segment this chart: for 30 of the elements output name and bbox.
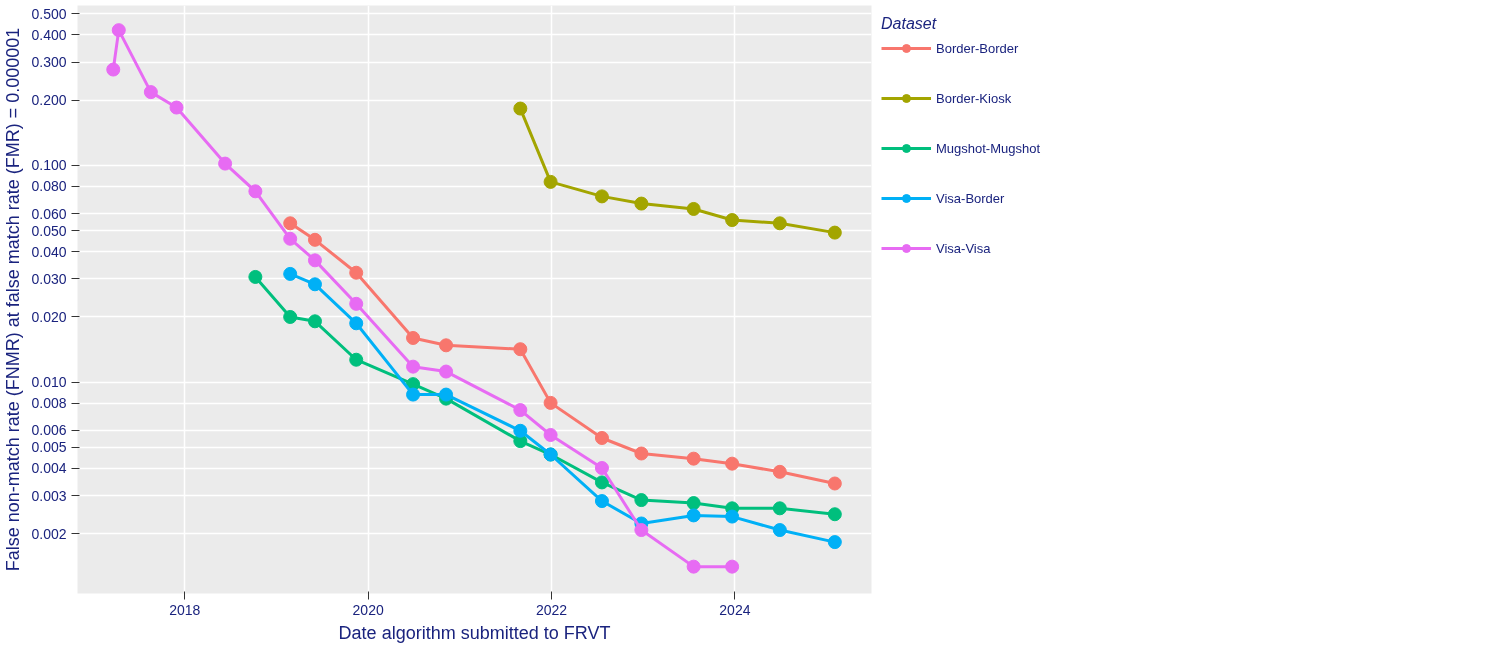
- y-tick-label: 0.050: [31, 222, 67, 239]
- y-tick-label: 0.040: [31, 243, 67, 260]
- y-tick-label: 0.500: [31, 5, 67, 22]
- y-tick-label: 0.100: [31, 157, 67, 174]
- x-tick-label: 2024: [719, 601, 751, 618]
- y-tick-label: 0.008: [31, 395, 67, 412]
- y-tick-label: 0.004: [31, 460, 67, 477]
- y-tick-label: 0.010: [31, 374, 67, 391]
- legend-label: Border-Kiosk: [936, 90, 1012, 106]
- y-tick-label: 0.002: [31, 525, 67, 542]
- y-tick-label: 0.300: [31, 54, 67, 71]
- x-tick-label: 2020: [352, 601, 384, 618]
- legend-label: Visa-Border: [936, 190, 1005, 206]
- y-tick-label: 0.400: [31, 26, 67, 43]
- y-axis-title: False non-match rate (FNMR) at false match rate (FMR) = 0.000001: [3, 27, 24, 572]
- y-tick-label: 0.006: [31, 422, 67, 439]
- legend-label: Mugshot-Mugshot: [936, 140, 1041, 156]
- y-tick-label: 0.200: [31, 92, 67, 109]
- x-axis-title: Date algorithm submitted to FRVT: [338, 622, 611, 643]
- y-tick-label: 0.030: [31, 270, 67, 287]
- legend-label: Visa-Visa: [936, 240, 991, 256]
- x-tick-label: 2022: [535, 601, 568, 618]
- x-tick-label: 2018: [169, 601, 201, 618]
- y-tick-label: 0.005: [31, 439, 67, 456]
- y-tick-label: 0.080: [31, 178, 67, 195]
- legend-title: Dataset: [881, 15, 938, 33]
- y-tick-label: 0.003: [31, 487, 67, 504]
- legend-label: Border-Border: [936, 40, 1019, 56]
- y-tick-label: 0.020: [31, 308, 67, 325]
- y-tick-label: 0.060: [31, 205, 67, 222]
